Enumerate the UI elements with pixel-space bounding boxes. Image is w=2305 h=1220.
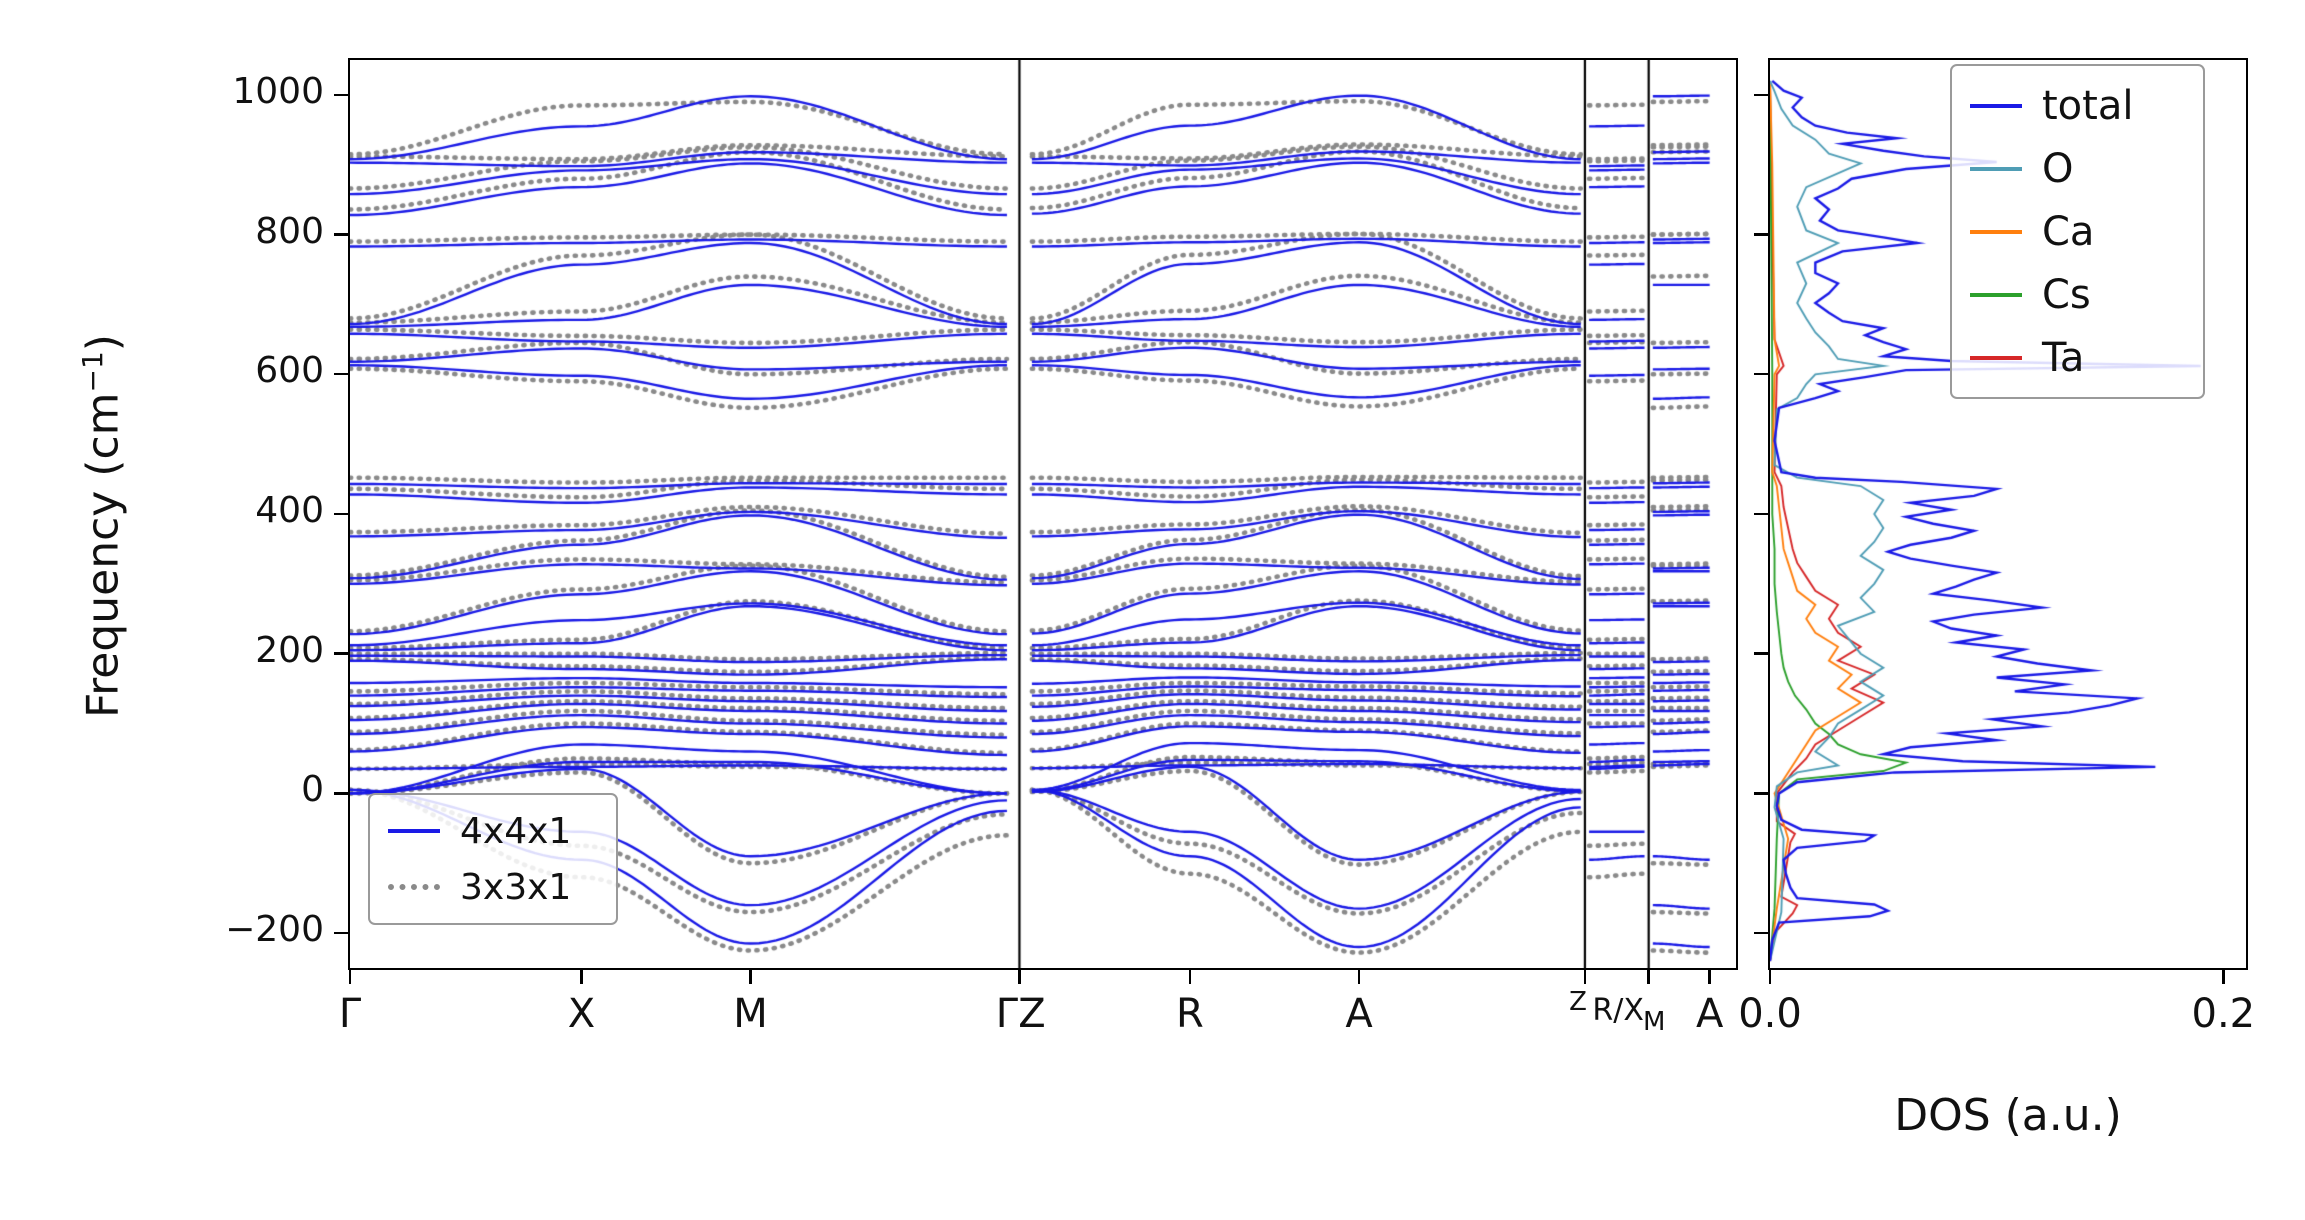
dos-x-tick-label: 0.0 — [1738, 991, 1802, 1037]
x-tick-label: R/X — [1592, 993, 1644, 1028]
legend-row-3x3x1: 3x3x1 — [388, 859, 598, 915]
x-tick-label: R — [1176, 991, 1204, 1037]
y-tick-label: 1000 — [232, 70, 324, 112]
y-tick-mark — [334, 512, 348, 516]
y-tick-label: 800 — [255, 210, 324, 252]
x-tick-mark — [1357, 970, 1361, 984]
x-tick-label: X — [567, 991, 596, 1037]
dos-x-axis-label: DOS (a.u.) — [1894, 1090, 2122, 1141]
x-tick-mark — [1018, 970, 1021, 984]
legend-line-Ca — [1970, 229, 2022, 234]
x-tick-label: M — [733, 991, 768, 1037]
legend-label-total: total — [2042, 82, 2134, 129]
dos-y-tick-mark — [1754, 931, 1768, 935]
y-tick-label: 200 — [255, 629, 324, 671]
dos-y-tick-mark — [1754, 652, 1768, 655]
x-tick-mark — [348, 970, 352, 984]
x-tick-mark — [1708, 970, 1711, 984]
legend-row-Cs: Cs — [1970, 263, 2185, 326]
y-tick-mark — [334, 652, 348, 655]
x-tick-label: Γ — [995, 991, 1019, 1037]
legend-line-Ta — [1970, 355, 2022, 360]
dos-y-tick-mark — [1754, 512, 1768, 516]
legend-row-total: total — [1970, 74, 2185, 137]
y-tick-label: 0 — [301, 769, 324, 811]
y-tick-label: 600 — [255, 350, 324, 392]
dos-y-tick-mark — [1754, 233, 1768, 236]
legend-row-O: O — [1970, 137, 2185, 200]
legend-line-total — [1970, 103, 2022, 108]
x-tick-mark — [580, 970, 583, 984]
y-tick-mark — [334, 93, 348, 97]
y-tick-mark — [334, 373, 348, 376]
y-axis-label-close: ) — [77, 334, 129, 352]
legend-label-3x3x1: 3x3x1 — [460, 866, 572, 908]
legend-row-Ca: Ca — [1970, 200, 2185, 263]
x-tick-label: Z — [1569, 987, 1587, 1017]
dos-y-tick-mark — [1754, 93, 1768, 97]
legend-label-4x4x1: 4x4x1 — [460, 810, 572, 852]
x-tick-label: A — [1345, 991, 1373, 1037]
dos-y-tick-mark — [1754, 792, 1768, 795]
x-tick-mark — [1188, 970, 1192, 984]
legend-label-Ta: Ta — [2042, 334, 2085, 381]
legend-line-O — [1970, 166, 2022, 171]
legend-line-dotted — [388, 884, 440, 890]
dos-y-tick-mark — [1754, 373, 1768, 376]
y-tick-mark — [334, 931, 348, 935]
y-axis-label: Frequency (cm−1) — [76, 176, 129, 876]
y-tick-mark — [334, 233, 348, 236]
legend-row-Ta: Ta — [1970, 326, 2185, 389]
x-tick-label: A — [1695, 991, 1724, 1037]
y-tick-label: −200 — [225, 909, 324, 951]
x-tick-label: Γ — [338, 991, 362, 1037]
legend-label-O: O — [2042, 145, 2074, 192]
y-tick-mark — [334, 792, 348, 795]
x-tick-mark — [1583, 970, 1587, 984]
x-tick-mark — [749, 970, 752, 984]
dos-legend: total O Ca Cs Ta — [1950, 64, 2205, 399]
dos-x-tick-mark — [1768, 970, 1772, 984]
band-legend: 4x4x1 3x3x1 — [368, 793, 618, 925]
legend-label-Ca: Ca — [2042, 208, 2095, 255]
legend-line-Cs — [1970, 292, 2022, 297]
dos-x-tick-mark — [2222, 970, 2225, 984]
y-tick-label: 400 — [255, 490, 324, 531]
x-tick-label: Z — [1018, 991, 1046, 1037]
x-tick-mark — [1647, 970, 1650, 984]
x-tick-label: M — [1643, 1007, 1666, 1037]
y-axis-label-sup: −1 — [76, 351, 109, 393]
y-axis-label-text: Frequency (cm — [77, 392, 129, 718]
dos-x-tick-label: 0.2 — [2191, 991, 2256, 1037]
legend-label-Cs: Cs — [2042, 271, 2091, 318]
legend-row-4x4x1: 4x4x1 — [388, 803, 598, 859]
legend-line-solid — [388, 829, 440, 833]
